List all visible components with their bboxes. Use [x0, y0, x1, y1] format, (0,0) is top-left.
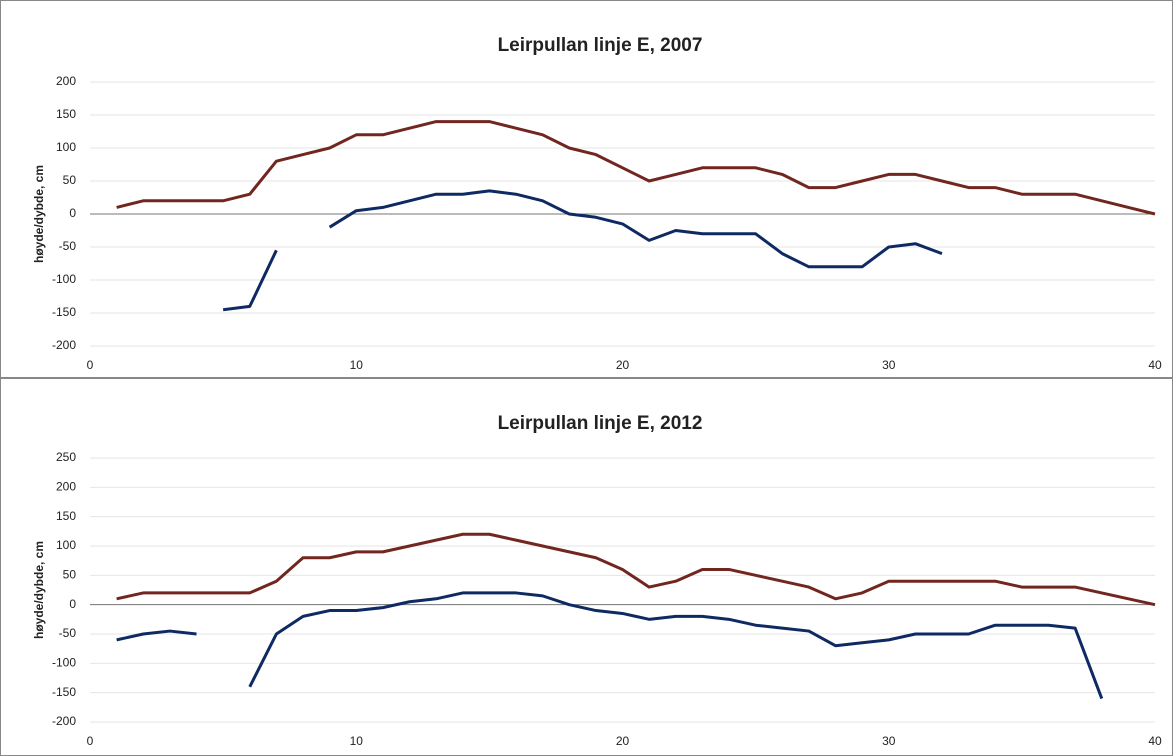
- data-line: [116, 532, 1156, 607]
- y-tick-label: -50: [59, 626, 77, 640]
- y-tick-label: -200: [52, 338, 76, 352]
- y-tick-label: -100: [52, 656, 76, 670]
- x-tick-label: 20: [616, 358, 630, 372]
- y-tick-label: 150: [56, 107, 76, 121]
- y-tick-label: 150: [56, 509, 76, 523]
- y-tick-label: -150: [52, 685, 76, 699]
- y-tick-label: 200: [56, 74, 76, 88]
- y-tick-label: 100: [56, 538, 76, 552]
- x-tick-label: 10: [350, 358, 364, 372]
- x-tick-label: 10: [350, 734, 364, 748]
- x-tick-label: 40: [1148, 358, 1162, 372]
- y-axis-label: høyde/dybde, cm: [32, 165, 46, 263]
- y-tick-label: -200: [52, 714, 76, 728]
- y-tick-label: 200: [56, 480, 76, 494]
- x-tick-label: 0: [87, 734, 94, 748]
- data-line: [222, 189, 943, 312]
- y-tick-label: -150: [52, 305, 76, 319]
- chart-title: Leirpullan linje E, 2007: [498, 35, 703, 56]
- x-tick-label: 20: [616, 734, 630, 748]
- y-tick-label: 100: [56, 140, 76, 154]
- data-line: [116, 120, 1156, 216]
- y-tick-label: 50: [63, 568, 77, 582]
- y-tick-label: -100: [52, 272, 76, 286]
- y-tick-label: 0: [69, 206, 76, 220]
- x-tick-label: 40: [1148, 734, 1162, 748]
- x-tick-label: 30: [882, 734, 896, 748]
- chart-frame: [0, 378, 1173, 756]
- y-tick-label: -50: [59, 239, 77, 253]
- x-tick-label: 0: [87, 358, 94, 372]
- y-tick-label: 50: [63, 173, 77, 187]
- x-tick-label: 30: [882, 358, 896, 372]
- y-tick-label: 250: [56, 450, 76, 464]
- y-tick-label: 0: [69, 597, 76, 611]
- chart-title: Leirpullan linje E, 2012: [498, 413, 703, 434]
- data-line: [116, 591, 1104, 700]
- y-axis-label: høyde/dybde, cm: [32, 541, 46, 639]
